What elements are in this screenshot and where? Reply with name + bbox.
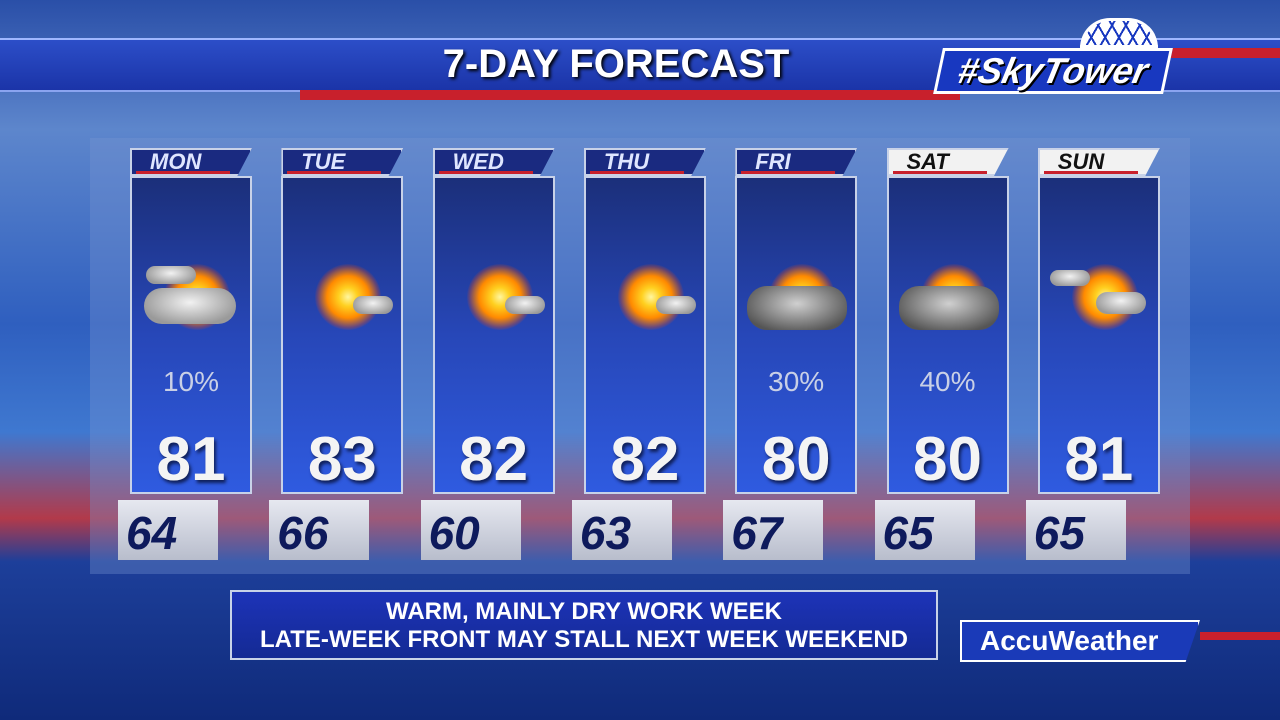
accuweather-logo: AccuWeather [960, 620, 1200, 662]
precip-chance: 10% [162, 366, 220, 397]
skytower-logo: #SkyTower [933, 48, 1173, 94]
day-label: FRI [735, 148, 858, 176]
high-temp: 82 [459, 425, 529, 494]
precip-chance: 30% [768, 366, 825, 397]
day-card: 30% 80 [735, 176, 858, 494]
cloudy-shower-icon [898, 256, 999, 336]
high-temp: 80 [913, 425, 982, 494]
partly-sunny-icon [1049, 256, 1150, 336]
message-line-1: WARM, MAINLY DRY WORK WEEK [385, 598, 782, 625]
day-card: 81 [1037, 176, 1160, 494]
page-title: 7-DAY FORECAST [442, 42, 790, 86]
message-line-2: LATE-WEEK FRONT MAY STALL NEXT WEEK WEEK… [259, 626, 908, 653]
title-stripe [300, 90, 960, 100]
day-card: 82 [432, 176, 555, 494]
low-temp: 63 [571, 500, 672, 560]
day-card: 82 [583, 176, 706, 494]
low-temp: 65 [874, 500, 975, 560]
skytower-dome-icon [1080, 18, 1158, 48]
day-label: TUE [281, 148, 404, 176]
day-label: SUN [1037, 148, 1160, 176]
low-temp: 66 [269, 500, 370, 560]
day-label: SAT [886, 148, 1009, 176]
day-label: MON [130, 148, 252, 176]
high-temp: 81 [1064, 425, 1134, 494]
forecast-message: WARM, MAINLY DRY WORK WEEK LATE-WEEK FRO… [230, 590, 938, 660]
partly-cloudy-icon [142, 256, 242, 336]
mostly-sunny-icon [445, 256, 545, 336]
brand-stripe [1200, 632, 1280, 640]
cloudy-shower-icon [747, 256, 848, 336]
day-label: WED [432, 148, 555, 176]
high-temp: 80 [761, 425, 831, 494]
mostly-sunny-icon [293, 256, 394, 336]
mostly-sunny-icon [596, 256, 696, 336]
day-card: 83 [281, 176, 404, 494]
day-label: THU [583, 148, 706, 176]
day-card: 10% 81 [130, 176, 252, 494]
day-card: 40% 80 [886, 176, 1009, 494]
logo-stripe [1150, 48, 1280, 58]
high-temp: 82 [610, 425, 680, 494]
low-temp: 60 [420, 500, 521, 560]
low-temp: 65 [1025, 500, 1126, 560]
high-temp: 81 [156, 425, 226, 494]
high-temp: 83 [307, 425, 377, 494]
low-temp: 64 [118, 500, 218, 560]
precip-chance: 40% [919, 366, 976, 397]
low-temp: 67 [723, 500, 824, 560]
